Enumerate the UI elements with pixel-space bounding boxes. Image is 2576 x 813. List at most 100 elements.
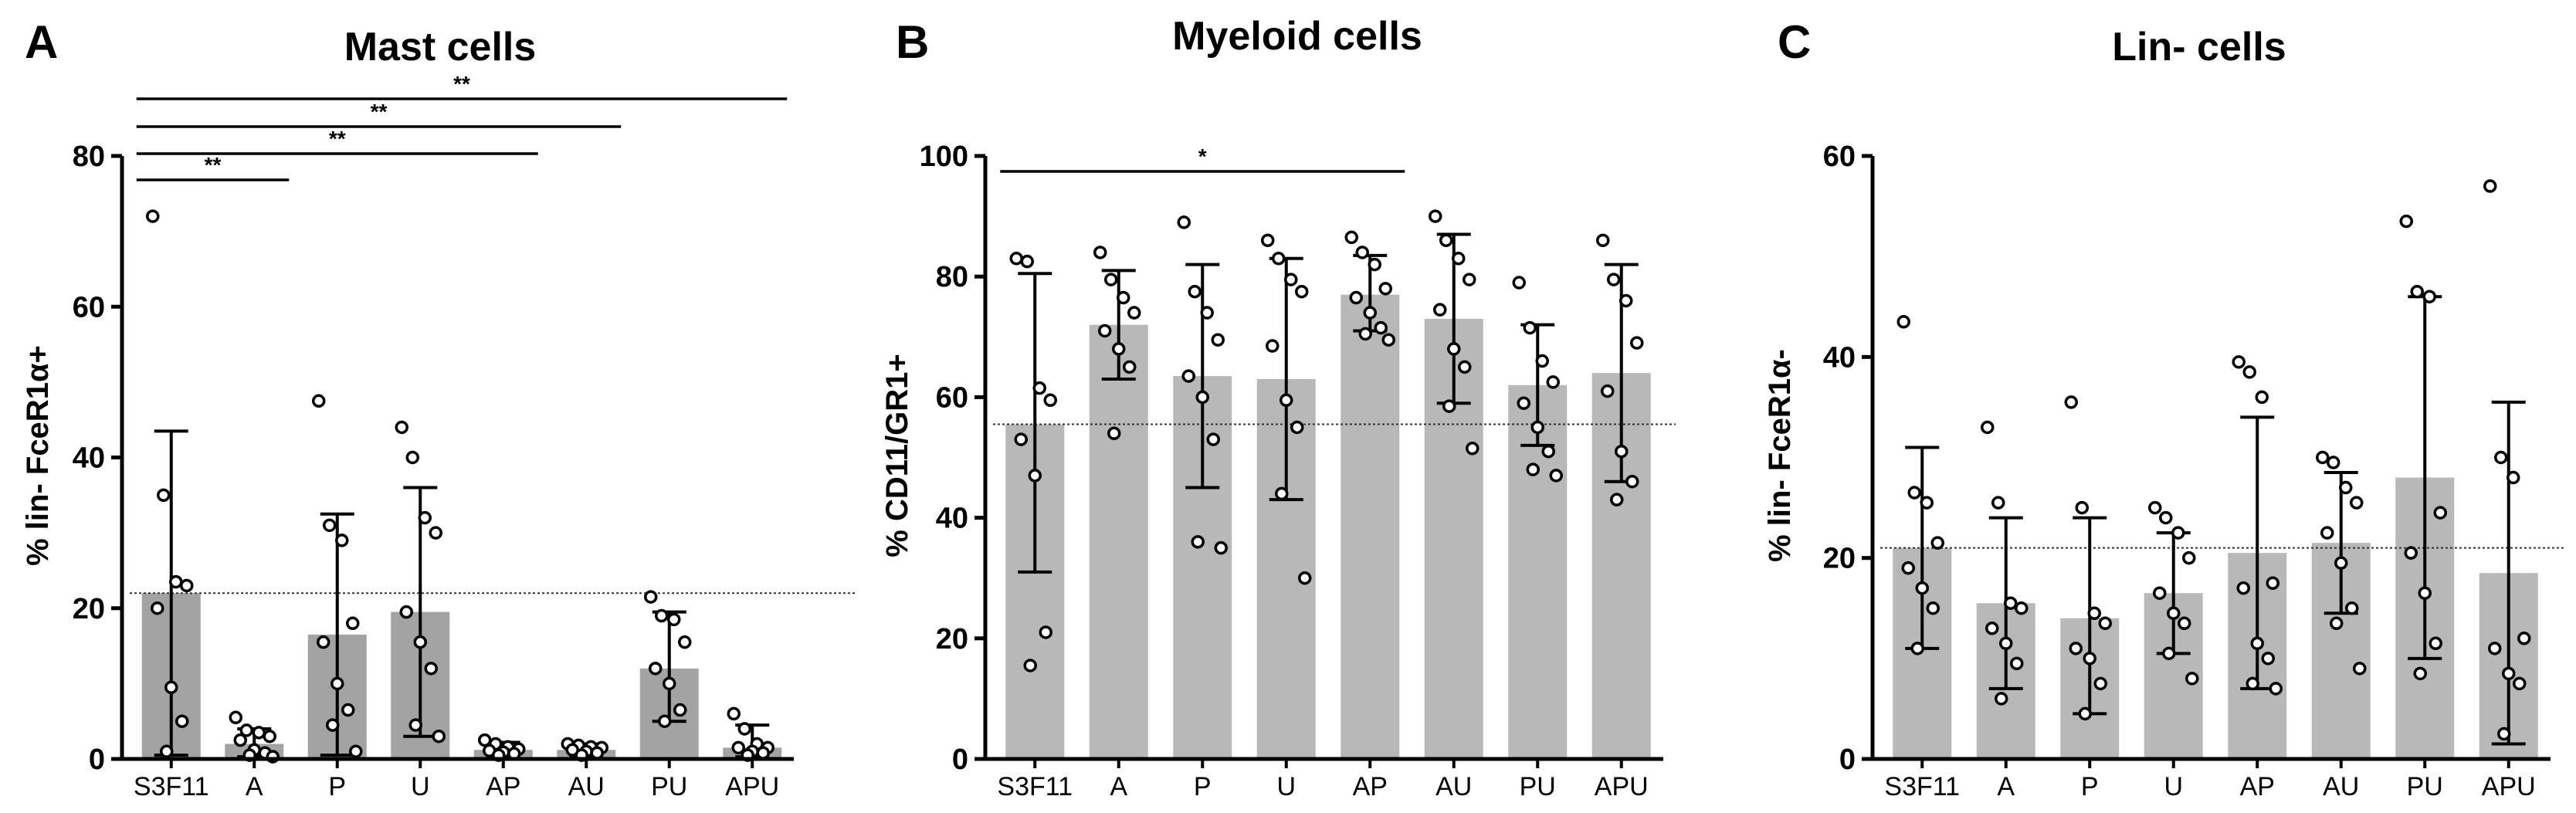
data-point — [1261, 233, 1275, 248]
x-tick-label: APU — [2482, 772, 2536, 801]
y-tick-label: 60 — [1823, 141, 1856, 173]
data-point — [1596, 233, 1610, 248]
data-point — [1535, 354, 1549, 368]
data-point — [2250, 636, 2264, 651]
y-tick-label: 40 — [936, 503, 968, 535]
data-point — [1344, 230, 1358, 245]
data-point — [1039, 625, 1052, 639]
x-tick-label: AU — [568, 772, 605, 801]
data-point — [418, 510, 432, 525]
data-point — [1381, 333, 1395, 347]
data-point — [326, 718, 340, 732]
data-point — [1191, 535, 1205, 549]
data-point — [169, 574, 183, 589]
x-tick-label: P — [2081, 772, 2099, 801]
panel-c-lin-cells: C Lin- cells % lin- FceR1α- 0 20 40 60 S3F11… — [1763, 16, 2564, 801]
panel-a-mast-cells: A Mast cells % lin- FceR1α+ 0 20 40 60 80 S3F… — [21, 16, 857, 801]
data-point — [1512, 276, 1526, 290]
data-point — [2320, 526, 2334, 540]
significance-label: ** — [453, 72, 470, 96]
data-point — [317, 635, 330, 649]
data-point — [1211, 333, 1225, 347]
data-point — [756, 746, 770, 760]
data-point — [590, 746, 604, 760]
x-tick-label: U — [411, 772, 430, 801]
data-point — [1206, 432, 1220, 446]
data-point — [346, 616, 360, 631]
data-point — [1181, 369, 1195, 383]
data-point — [1200, 306, 1214, 320]
data-point — [2350, 496, 2364, 510]
data-point — [2083, 652, 2096, 666]
data-point — [263, 729, 276, 744]
x-tick-label: APU — [1595, 772, 1649, 801]
data-point — [663, 676, 676, 691]
data-point — [1926, 601, 1940, 615]
data-point — [673, 703, 687, 717]
y-tick-label: 100 — [920, 141, 968, 173]
data-point — [1363, 306, 1377, 320]
data-point — [160, 744, 174, 758]
x-tick-label: U — [1276, 772, 1296, 801]
data-point — [1433, 303, 1447, 317]
y-tick-label: 80 — [73, 141, 105, 173]
data-point — [1463, 273, 1476, 286]
bar-a — [1089, 324, 1148, 759]
data-point — [1615, 444, 1629, 459]
x-tick-label: AP — [1353, 772, 1388, 801]
data-point — [2497, 727, 2511, 741]
data-point — [405, 450, 419, 465]
data-point — [1266, 339, 1280, 353]
data-point — [2429, 636, 2442, 651]
x-tick-label: P — [1194, 772, 1212, 801]
data-point — [399, 605, 413, 619]
data-point — [2246, 676, 2259, 691]
data-point — [2255, 390, 2269, 405]
data-point — [1195, 390, 1209, 405]
panel-letter: A — [25, 16, 58, 68]
data-point — [658, 714, 672, 728]
data-point — [1991, 496, 2005, 510]
data-point — [1107, 426, 1121, 441]
data-point — [1549, 469, 1563, 483]
data-point — [1177, 215, 1191, 229]
data-point — [335, 534, 349, 547]
data-point — [2004, 596, 2018, 610]
data-point — [1188, 284, 1202, 299]
data-point — [1290, 420, 1304, 435]
data-point — [1447, 342, 1461, 356]
data-point — [678, 635, 692, 649]
data-point — [1023, 659, 1037, 672]
data-point — [1098, 324, 1112, 338]
panel-letter: B — [896, 16, 929, 68]
data-point — [312, 394, 326, 408]
data-point — [2339, 480, 2353, 495]
data-point — [1378, 282, 1392, 296]
data-point — [395, 420, 408, 435]
data-point — [1214, 540, 1228, 555]
data-point — [2261, 652, 2275, 666]
data-point — [2232, 355, 2246, 369]
data-point — [1127, 306, 1141, 320]
data-point — [1466, 442, 1480, 456]
data-point — [408, 718, 422, 732]
data-point — [1374, 320, 1388, 335]
data-point — [737, 722, 751, 736]
data-point — [1032, 381, 1046, 395]
data-point — [1295, 284, 1309, 299]
x-tick-label: S3F11 — [134, 772, 209, 801]
data-point — [1368, 257, 1381, 272]
data-point — [2178, 616, 2191, 631]
data-point — [2087, 606, 2101, 621]
data-point — [1123, 360, 1137, 374]
data-point — [2266, 576, 2279, 590]
data-point — [731, 740, 745, 755]
significance-label: * — [1198, 144, 1207, 168]
data-point — [2404, 546, 2418, 560]
data-point — [2171, 526, 2185, 540]
data-point — [429, 526, 442, 540]
data-point — [2494, 450, 2508, 465]
data-point — [2159, 510, 2173, 525]
y-axis-label: % CD11/GR1+ — [880, 354, 914, 557]
data-point — [649, 662, 663, 676]
